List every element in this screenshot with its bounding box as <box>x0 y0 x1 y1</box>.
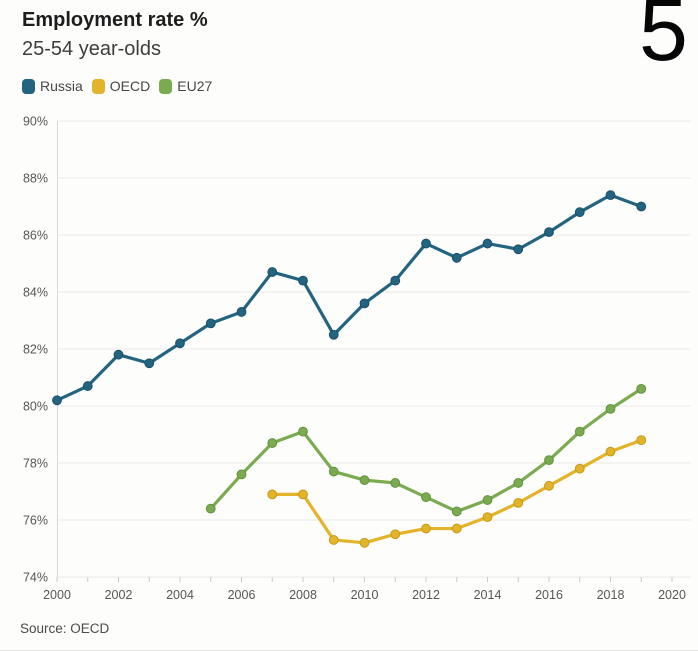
legend-swatch-eu27-icon <box>159 78 173 94</box>
svg-text:2014: 2014 <box>474 588 502 602</box>
svg-text:2018: 2018 <box>597 588 625 602</box>
series-oecd <box>267 435 647 548</box>
svg-text:2020: 2020 <box>658 588 686 602</box>
svg-text:88%: 88% <box>23 172 48 186</box>
svg-text:80%: 80% <box>23 400 48 414</box>
svg-text:2008: 2008 <box>289 588 317 602</box>
svg-text:2006: 2006 <box>228 588 256 602</box>
x-axis-labels: 2000 2002 2004 2006 2008 2010 2012 2014 2016 2018… <box>43 588 686 602</box>
y-axis-labels: 74% 76% 78% 80% 82% 84% 86% 88% 90% <box>23 115 48 585</box>
chart-title: Employment rate % <box>22 9 208 31</box>
chart-legend: Russia OECD EU27 <box>22 78 212 94</box>
svg-text:76%: 76% <box>23 514 48 528</box>
chart-subtitle: 25-54 year-olds <box>22 38 161 60</box>
svg-text:2010: 2010 <box>351 588 379 602</box>
svg-text:90%: 90% <box>23 115 48 129</box>
chart-header: Employment rate % 25-54 year-olds Russia… <box>22 8 212 94</box>
legend-swatch-russia-icon <box>22 78 35 94</box>
legend-item-oecd: OECD <box>91 78 151 94</box>
x-axis-ticks <box>56 577 673 582</box>
legend-item-russia: Russia <box>22 78 83 94</box>
svg-text:2016: 2016 <box>535 588 563 602</box>
svg-text:2002: 2002 <box>105 588 133 602</box>
legend-label-oecd: OECD <box>109 78 151 94</box>
svg-text:2000: 2000 <box>43 588 71 602</box>
legend-item-eu27: EU27 <box>159 78 212 94</box>
slide-number: 5 <box>639 0 688 79</box>
svg-text:86%: 86% <box>23 229 48 243</box>
svg-text:82%: 82% <box>23 343 48 357</box>
source-note: Source: OECD <box>20 621 110 636</box>
svg-text:84%: 84% <box>23 286 48 300</box>
series-russia <box>52 190 647 406</box>
series-eu27 <box>205 384 647 517</box>
legend-swatch-oecd-icon <box>91 78 105 94</box>
legend-label-eu27: EU27 <box>177 78 213 94</box>
svg-text:78%: 78% <box>23 457 48 471</box>
svg-text:2012: 2012 <box>412 588 440 602</box>
svg-text:2004: 2004 <box>166 588 194 602</box>
svg-text:74%: 74% <box>23 571 48 585</box>
legend-label-russia: Russia <box>40 78 83 94</box>
gridlines <box>57 120 691 578</box>
